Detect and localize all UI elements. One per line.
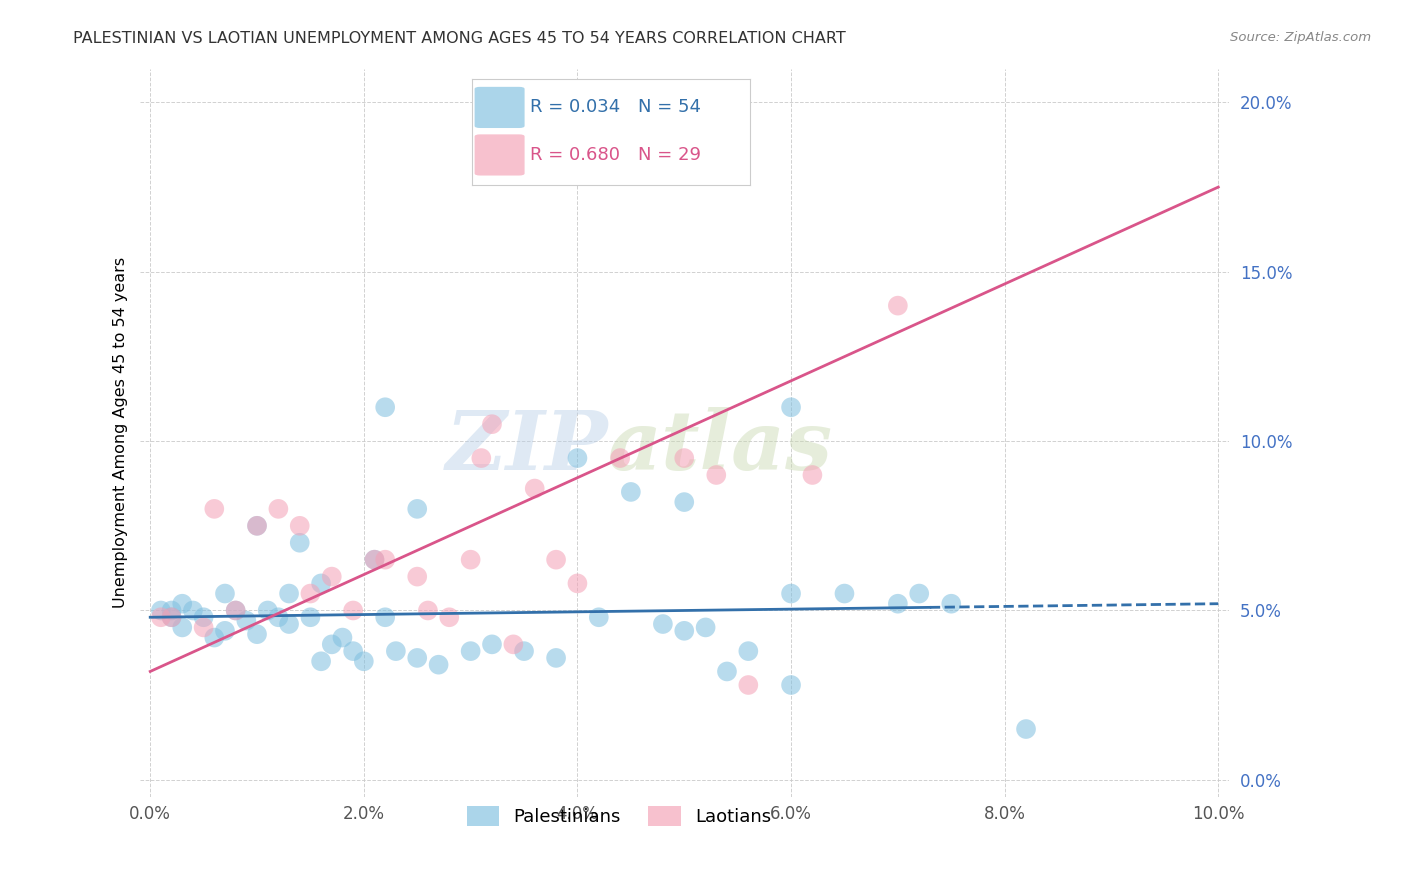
Point bbox=[256, 603, 278, 617]
Point bbox=[567, 451, 589, 466]
Point bbox=[149, 603, 172, 617]
Point bbox=[546, 651, 568, 665]
Point bbox=[567, 576, 589, 591]
Point bbox=[278, 586, 301, 600]
Point bbox=[321, 569, 343, 583]
Point bbox=[363, 552, 385, 566]
Point bbox=[704, 468, 727, 483]
Point bbox=[651, 617, 673, 632]
Point bbox=[353, 654, 375, 668]
Point bbox=[225, 603, 247, 617]
Point bbox=[887, 597, 910, 611]
Text: atlas: atlas bbox=[607, 408, 834, 487]
Y-axis label: Unemployment Among Ages 45 to 54 years: Unemployment Among Ages 45 to 54 years bbox=[114, 257, 128, 608]
Point bbox=[673, 451, 696, 466]
Point bbox=[160, 603, 183, 617]
Point bbox=[460, 552, 482, 566]
Point bbox=[673, 495, 696, 509]
Point bbox=[406, 569, 429, 583]
Point bbox=[193, 620, 215, 634]
Point bbox=[363, 552, 385, 566]
Point bbox=[172, 620, 194, 634]
Point bbox=[780, 401, 803, 415]
Text: Source: ZipAtlas.com: Source: ZipAtlas.com bbox=[1230, 31, 1371, 45]
Point bbox=[834, 586, 856, 600]
Point bbox=[620, 484, 643, 499]
Point bbox=[342, 644, 364, 658]
Point bbox=[1015, 722, 1038, 736]
Point bbox=[288, 535, 311, 549]
Point bbox=[160, 610, 183, 624]
Point bbox=[149, 610, 172, 624]
Point bbox=[716, 665, 738, 679]
Point bbox=[427, 657, 450, 672]
Point bbox=[332, 631, 354, 645]
Point bbox=[193, 610, 215, 624]
Point bbox=[278, 617, 301, 632]
Point bbox=[374, 401, 396, 415]
Point bbox=[374, 552, 396, 566]
Point bbox=[737, 678, 759, 692]
Point bbox=[406, 651, 429, 665]
Point bbox=[523, 482, 546, 496]
Point bbox=[321, 637, 343, 651]
Point bbox=[172, 597, 194, 611]
Point bbox=[202, 501, 225, 516]
Point bbox=[609, 451, 631, 466]
Point bbox=[246, 518, 269, 533]
Point bbox=[406, 501, 429, 516]
Point bbox=[801, 468, 824, 483]
Point bbox=[470, 451, 492, 466]
Point bbox=[309, 576, 332, 591]
Point bbox=[737, 644, 759, 658]
Point bbox=[299, 586, 322, 600]
Point bbox=[941, 597, 963, 611]
Point bbox=[481, 637, 503, 651]
Point bbox=[780, 586, 803, 600]
Point bbox=[695, 620, 717, 634]
Point bbox=[374, 610, 396, 624]
Point bbox=[246, 627, 269, 641]
Point bbox=[225, 603, 247, 617]
Point bbox=[502, 637, 524, 651]
Point bbox=[481, 417, 503, 432]
Point bbox=[416, 603, 439, 617]
Point bbox=[214, 586, 236, 600]
Point bbox=[309, 654, 332, 668]
Point bbox=[588, 610, 610, 624]
Point bbox=[246, 518, 269, 533]
Point bbox=[439, 610, 461, 624]
Point bbox=[546, 552, 568, 566]
Point bbox=[235, 614, 257, 628]
Point bbox=[267, 501, 290, 516]
Text: PALESTINIAN VS LAOTIAN UNEMPLOYMENT AMONG AGES 45 TO 54 YEARS CORRELATION CHART: PALESTINIAN VS LAOTIAN UNEMPLOYMENT AMON… bbox=[73, 31, 846, 46]
Point bbox=[267, 610, 290, 624]
Point bbox=[460, 644, 482, 658]
Point bbox=[673, 624, 696, 638]
Point bbox=[288, 518, 311, 533]
Point bbox=[342, 603, 364, 617]
Point bbox=[160, 610, 183, 624]
Point bbox=[202, 631, 225, 645]
Legend: Palestinians, Laotians: Palestinians, Laotians bbox=[457, 797, 780, 835]
Point bbox=[780, 678, 803, 692]
Text: ZIP: ZIP bbox=[446, 408, 607, 487]
Point bbox=[299, 610, 322, 624]
Point bbox=[214, 624, 236, 638]
Point bbox=[181, 603, 204, 617]
Point bbox=[385, 644, 408, 658]
Point bbox=[513, 644, 536, 658]
Point bbox=[887, 299, 910, 313]
Point bbox=[908, 586, 931, 600]
